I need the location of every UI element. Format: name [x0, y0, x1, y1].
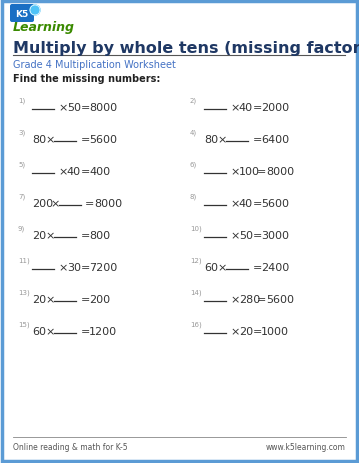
Text: 20: 20 [239, 326, 253, 336]
Text: 80: 80 [32, 135, 46, 144]
Text: =: = [85, 199, 94, 208]
Text: K5: K5 [15, 10, 29, 19]
Text: 6400: 6400 [261, 135, 289, 144]
Text: =: = [80, 231, 90, 240]
Text: 1000: 1000 [261, 326, 289, 336]
Text: 200: 200 [89, 294, 110, 304]
Text: 60: 60 [204, 263, 218, 272]
Text: 20: 20 [32, 231, 46, 240]
Text: ×: × [218, 263, 227, 272]
Text: 6): 6) [190, 161, 197, 168]
Text: ×: × [46, 135, 55, 144]
Text: =: = [80, 263, 90, 272]
Text: =: = [252, 199, 262, 208]
Text: 16): 16) [190, 321, 202, 327]
Text: 3000: 3000 [261, 231, 289, 240]
Text: 80: 80 [204, 135, 218, 144]
Text: 1): 1) [18, 97, 25, 104]
Text: 5600: 5600 [261, 199, 289, 208]
Text: =: = [252, 231, 262, 240]
Text: ×: × [230, 103, 239, 113]
Text: ×: × [230, 231, 239, 240]
Text: 60: 60 [32, 326, 46, 336]
Text: 11): 11) [18, 257, 30, 263]
Text: www.k5learning.com: www.k5learning.com [266, 443, 346, 451]
Text: 7200: 7200 [89, 263, 117, 272]
Text: =: = [80, 326, 90, 336]
Text: Online reading & math for K-5: Online reading & math for K-5 [13, 443, 128, 451]
Text: 2400: 2400 [261, 263, 289, 272]
Text: 5600: 5600 [89, 135, 117, 144]
Text: ×: × [58, 167, 67, 176]
Text: =: = [80, 135, 90, 144]
Text: ×: × [230, 326, 239, 336]
Text: 400: 400 [89, 167, 110, 176]
Text: 15): 15) [18, 321, 30, 327]
Text: ×: × [218, 135, 227, 144]
Text: =: = [252, 326, 262, 336]
Circle shape [30, 6, 40, 16]
Text: =: = [80, 103, 90, 113]
Text: 40: 40 [239, 199, 253, 208]
Text: 5600: 5600 [266, 294, 294, 304]
Text: ×: × [50, 199, 60, 208]
Text: 50: 50 [239, 231, 253, 240]
Text: ×: × [58, 103, 67, 113]
Text: Find the missing numbers:: Find the missing numbers: [13, 74, 160, 84]
Text: 8000: 8000 [94, 199, 122, 208]
Text: 4): 4) [190, 129, 197, 136]
Text: 13): 13) [18, 289, 30, 295]
Text: 200: 200 [32, 199, 53, 208]
Text: 8): 8) [190, 193, 197, 200]
Text: 280: 280 [239, 294, 260, 304]
Text: 5): 5) [18, 161, 25, 168]
Text: 2): 2) [190, 97, 197, 104]
Text: 50: 50 [67, 103, 81, 113]
Text: ×: × [230, 167, 239, 176]
Text: ×: × [46, 231, 55, 240]
Text: 7): 7) [18, 193, 25, 200]
Text: 2000: 2000 [261, 103, 289, 113]
Text: 800: 800 [89, 231, 110, 240]
Text: Grade 4 Multiplication Worksheet: Grade 4 Multiplication Worksheet [13, 60, 176, 70]
Text: ×: × [230, 294, 239, 304]
Text: =: = [252, 135, 262, 144]
Text: 8000: 8000 [266, 167, 294, 176]
Text: 3): 3) [18, 129, 25, 136]
Text: =: = [257, 294, 267, 304]
Text: ×: × [46, 326, 55, 336]
Text: 8000: 8000 [89, 103, 117, 113]
Text: ×: × [58, 263, 67, 272]
Text: 10): 10) [190, 225, 202, 232]
FancyBboxPatch shape [10, 5, 34, 23]
Text: =: = [252, 103, 262, 113]
Text: =: = [257, 167, 267, 176]
Text: 100: 100 [239, 167, 260, 176]
Text: 30: 30 [67, 263, 81, 272]
Text: 9): 9) [18, 225, 25, 232]
Text: =: = [80, 167, 90, 176]
Text: 20: 20 [32, 294, 46, 304]
Text: ×: × [230, 199, 239, 208]
Text: Learning: Learning [13, 20, 75, 33]
Text: ×: × [46, 294, 55, 304]
Text: 40: 40 [239, 103, 253, 113]
Text: =: = [252, 263, 262, 272]
Text: 14): 14) [190, 289, 202, 295]
Text: =: = [80, 294, 90, 304]
Text: Multiply by whole tens (missing factor): Multiply by whole tens (missing factor) [13, 40, 359, 56]
Text: 40: 40 [67, 167, 81, 176]
Text: 1200: 1200 [89, 326, 117, 336]
Text: 12): 12) [190, 257, 202, 263]
